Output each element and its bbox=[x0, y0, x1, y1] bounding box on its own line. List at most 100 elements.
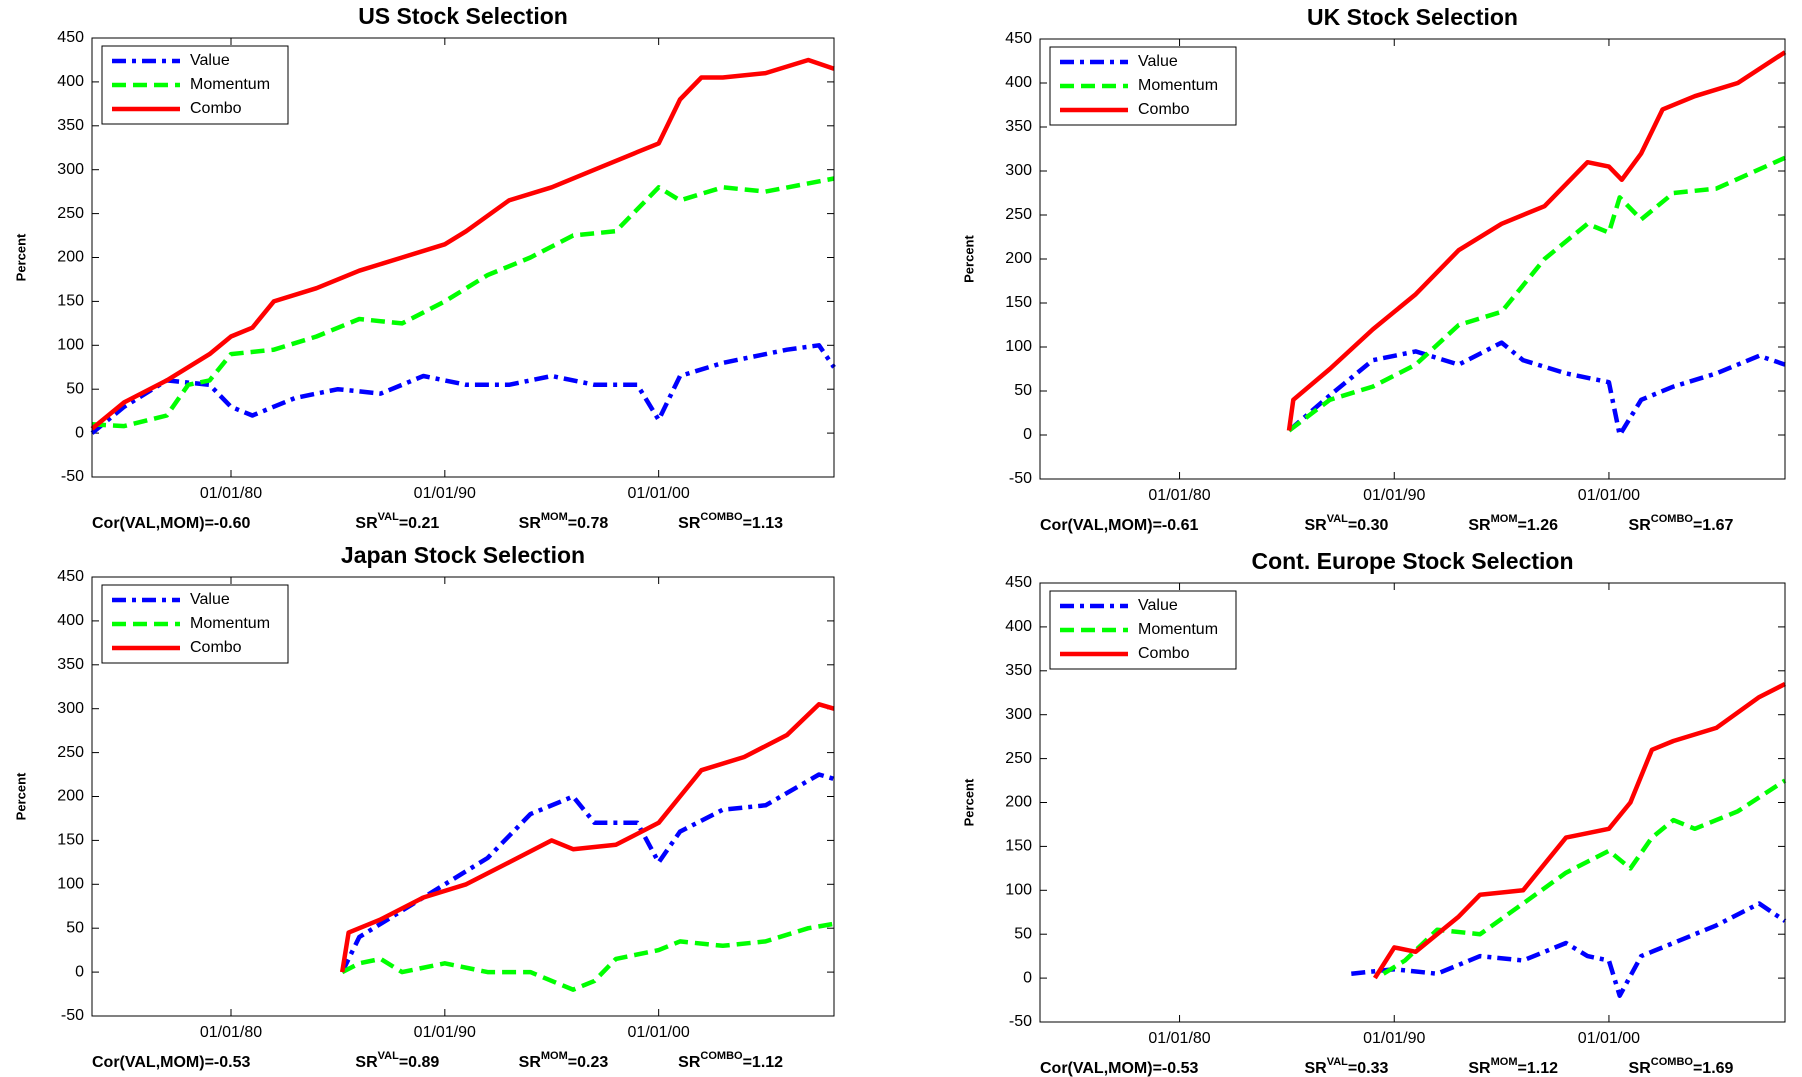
y-tick-label: 200 bbox=[1005, 250, 1032, 267]
y-tick-label: 150 bbox=[1005, 838, 1032, 855]
stat: Cor(VAL,MOM)=-0.61 bbox=[1040, 517, 1198, 534]
y-tick-label: 100 bbox=[1005, 338, 1032, 355]
stat-base: SR bbox=[1304, 1060, 1327, 1077]
y-tick-label: 100 bbox=[57, 876, 84, 893]
plot-frame bbox=[1039, 38, 1786, 480]
x-tick-label: 01/01/90 bbox=[414, 485, 476, 502]
chart-title: Cont. Europe Stock Selection bbox=[1251, 548, 1573, 574]
y-tick-label: -50 bbox=[61, 1007, 84, 1024]
legend-label: Combo bbox=[190, 100, 242, 117]
series-line bbox=[1286, 50, 1787, 431]
stat-base: SR bbox=[678, 1054, 701, 1071]
legend-label: Value bbox=[1138, 53, 1178, 70]
y-tick-label: 250 bbox=[1005, 206, 1032, 223]
y-tick-label: 150 bbox=[1005, 294, 1032, 311]
y-tick-label: 100 bbox=[1005, 882, 1032, 899]
x-tick-label: 01/01/80 bbox=[1148, 1030, 1210, 1047]
stat: SRCOMBO=1.12 bbox=[678, 1050, 783, 1071]
plot-frame bbox=[91, 37, 835, 478]
stat-value: =0.30 bbox=[1348, 517, 1389, 534]
stat-value: =1.69 bbox=[1693, 1060, 1734, 1077]
y-tick-label: 450 bbox=[57, 29, 84, 46]
stat-sup: VAL bbox=[1327, 1056, 1348, 1068]
x-tick-label: 01/01/90 bbox=[414, 1024, 476, 1041]
y-tick-label: 450 bbox=[1005, 30, 1032, 47]
stat-value: =1.26 bbox=[1518, 517, 1559, 534]
y-tick-label: 200 bbox=[57, 249, 84, 266]
series-line bbox=[1382, 778, 1787, 976]
stat-sup: MOM bbox=[1491, 1056, 1518, 1068]
stat: SRCOMBO=1.69 bbox=[1629, 1056, 1734, 1077]
stat-sup: MOM bbox=[541, 511, 568, 523]
y-tick-label: 350 bbox=[1005, 662, 1032, 679]
series-line bbox=[341, 921, 835, 992]
stat-sup: MOM bbox=[541, 1050, 568, 1062]
panel: US Stock Selection Percent -50 0 50 100 150 200… bbox=[13, 3, 836, 532]
panel: UK Stock Selection Percent -50 0 50 100 150 200… bbox=[961, 4, 1787, 534]
legend-label: Value bbox=[190, 591, 230, 608]
y-tick-label: 350 bbox=[57, 117, 84, 134]
stat-value: =1.67 bbox=[1693, 517, 1734, 534]
y-tick-label: 400 bbox=[1005, 74, 1032, 91]
stat-base: Cor(VAL,MOM)=-0.53 bbox=[92, 1054, 250, 1071]
stat-value: =1.12 bbox=[743, 1054, 784, 1071]
stat-base: SR bbox=[1629, 1060, 1652, 1077]
y-tick-label: 50 bbox=[1014, 925, 1032, 942]
y-tick-label: 50 bbox=[66, 380, 84, 397]
stat-sup: VAL bbox=[378, 1050, 399, 1062]
x-tick-label: 01/01/80 bbox=[200, 1024, 262, 1041]
x-tick-label: 01/01/00 bbox=[1578, 487, 1640, 504]
stat: Cor(VAL,MOM)=-0.60 bbox=[92, 515, 250, 532]
stat: SRMOM=1.12 bbox=[1468, 1056, 1558, 1077]
stat-base: Cor(VAL,MOM)=-0.53 bbox=[1040, 1060, 1198, 1077]
stat-sup: COMBO bbox=[1651, 1056, 1694, 1068]
stat-base: SR bbox=[355, 515, 378, 532]
stat: SRVAL=0.89 bbox=[355, 1050, 439, 1071]
x-tick-label: 01/01/90 bbox=[1363, 1030, 1425, 1047]
legend-label: Momentum bbox=[190, 76, 270, 93]
stat-base: SR bbox=[1304, 517, 1327, 534]
stat-sup: MOM bbox=[1491, 513, 1518, 525]
y-tick-label: 0 bbox=[75, 424, 84, 441]
stat-value: =0.23 bbox=[568, 1054, 609, 1071]
y-tick-label: 150 bbox=[57, 832, 84, 849]
stat: SRVAL=0.30 bbox=[1304, 513, 1388, 534]
y-tick-label: 400 bbox=[57, 73, 84, 90]
series-line bbox=[90, 343, 836, 435]
stat: SRVAL=0.33 bbox=[1304, 1056, 1388, 1077]
x-tick-label: 01/01/80 bbox=[200, 485, 262, 502]
y-tick-label: 100 bbox=[57, 337, 84, 354]
y-tick-label: 300 bbox=[1005, 162, 1032, 179]
y-tick-label: 0 bbox=[1023, 426, 1032, 443]
y-tick-label: 400 bbox=[57, 612, 84, 629]
legend-label: Value bbox=[1138, 597, 1178, 614]
stat-sup: COMBO bbox=[700, 1050, 743, 1062]
legend-label: Combo bbox=[190, 639, 242, 656]
y-axis-label: Percent bbox=[961, 234, 976, 282]
legend-label: Value bbox=[190, 52, 230, 69]
stat-base: Cor(VAL,MOM)=-0.61 bbox=[1040, 517, 1198, 534]
y-axis-label: Percent bbox=[961, 778, 976, 826]
stat: SRMOM=0.23 bbox=[519, 1050, 609, 1071]
stat-base: SR bbox=[519, 515, 542, 532]
stat: SRCOMBO=1.13 bbox=[678, 511, 783, 532]
y-tick-label: 50 bbox=[1014, 382, 1032, 399]
y-tick-label: 300 bbox=[57, 700, 84, 717]
series-line bbox=[90, 57, 835, 431]
stat-value: =1.12 bbox=[1518, 1060, 1559, 1077]
y-tick-label: 250 bbox=[57, 744, 84, 761]
series-line bbox=[340, 772, 835, 974]
y-axis-label: Percent bbox=[13, 772, 28, 820]
legend-label: Momentum bbox=[190, 615, 270, 632]
chart-title: Japan Stock Selection bbox=[341, 542, 585, 568]
stat-sup: VAL bbox=[378, 511, 399, 523]
y-tick-label: 350 bbox=[57, 656, 84, 673]
stat-value: =0.78 bbox=[568, 515, 609, 532]
stat-value: =0.21 bbox=[399, 515, 440, 532]
stat: SRMOM=0.78 bbox=[519, 511, 609, 532]
y-tick-label: 150 bbox=[57, 293, 84, 310]
plot-frame bbox=[1039, 582, 1786, 1023]
panel: Japan Stock Selection Percent -50 0 50 100 150… bbox=[13, 542, 835, 1071]
stat-sup: COMBO bbox=[1651, 513, 1694, 525]
